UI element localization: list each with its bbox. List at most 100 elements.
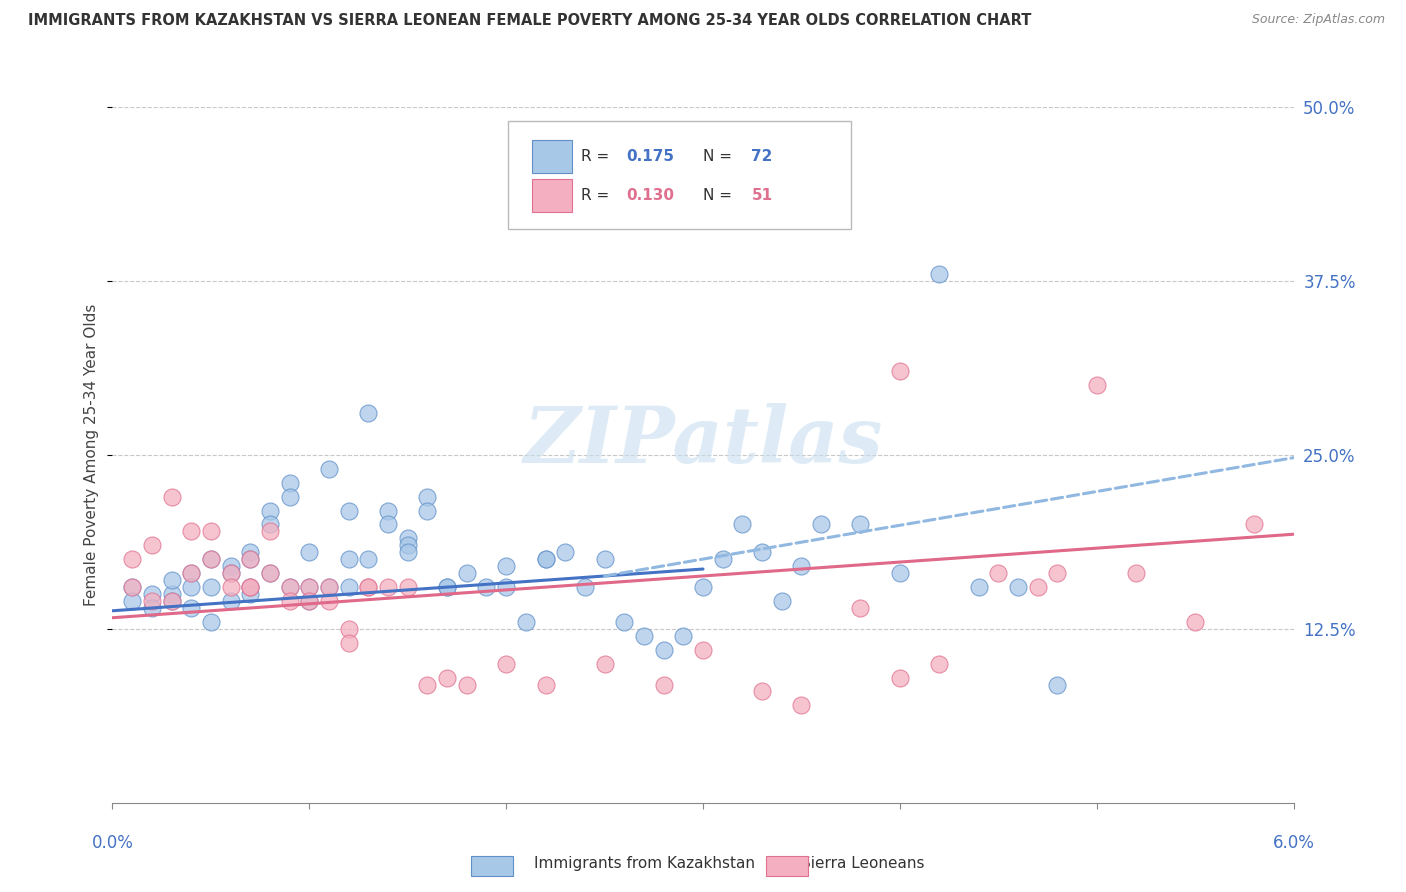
Point — [1026, 580, 1049, 594]
Point — [652, 642, 675, 657]
Point — [298, 580, 321, 594]
Point — [239, 580, 262, 594]
Point — [810, 517, 832, 532]
Point — [1243, 517, 1265, 532]
Point — [259, 517, 281, 532]
Point — [613, 197, 636, 211]
Point — [160, 594, 183, 608]
Point — [889, 671, 911, 685]
Text: Sierra Leoneans: Sierra Leoneans — [801, 856, 925, 871]
Point — [121, 552, 143, 566]
Point — [534, 552, 557, 566]
Point — [357, 580, 380, 594]
Point — [298, 580, 321, 594]
Point — [219, 594, 242, 608]
Point — [278, 475, 301, 490]
Point — [416, 677, 439, 691]
Point — [396, 580, 419, 594]
Point — [278, 490, 301, 504]
Y-axis label: Female Poverty Among 25-34 Year Olds: Female Poverty Among 25-34 Year Olds — [84, 304, 100, 606]
Text: Immigrants from Kazakhstan: Immigrants from Kazakhstan — [534, 856, 755, 871]
Point — [633, 629, 655, 643]
Point — [928, 267, 950, 281]
FancyBboxPatch shape — [531, 178, 572, 212]
Point — [259, 503, 281, 517]
Point — [259, 566, 281, 581]
Point — [200, 524, 222, 539]
Point — [436, 671, 458, 685]
Point — [141, 601, 163, 615]
Point — [121, 594, 143, 608]
Point — [180, 580, 202, 594]
Point — [377, 580, 399, 594]
FancyBboxPatch shape — [508, 121, 851, 229]
Point — [1046, 566, 1069, 581]
Point — [475, 580, 498, 594]
Point — [219, 559, 242, 574]
Point — [711, 552, 734, 566]
Point — [1184, 615, 1206, 629]
Point — [613, 615, 636, 629]
Point — [219, 580, 242, 594]
Point — [534, 677, 557, 691]
Point — [337, 636, 360, 650]
Point — [180, 566, 202, 581]
Point — [495, 580, 517, 594]
Point — [1125, 566, 1147, 581]
Point — [652, 677, 675, 691]
Point — [889, 566, 911, 581]
Point — [239, 580, 262, 594]
Point — [160, 490, 183, 504]
Point — [436, 580, 458, 594]
Point — [298, 545, 321, 559]
Point — [121, 580, 143, 594]
Point — [141, 594, 163, 608]
Point — [239, 587, 262, 601]
Point — [318, 580, 340, 594]
Point — [456, 566, 478, 581]
Point — [770, 594, 793, 608]
Text: 72: 72 — [751, 149, 773, 164]
Text: 0.130: 0.130 — [626, 188, 675, 202]
Point — [219, 566, 242, 581]
Point — [731, 517, 754, 532]
Point — [495, 657, 517, 671]
Point — [751, 545, 773, 559]
Point — [298, 594, 321, 608]
FancyBboxPatch shape — [531, 140, 572, 173]
Point — [554, 545, 576, 559]
Text: 51: 51 — [751, 188, 772, 202]
Text: R =: R = — [581, 188, 614, 202]
Point — [987, 566, 1010, 581]
Point — [692, 642, 714, 657]
Point — [239, 552, 262, 566]
Point — [259, 566, 281, 581]
Text: N =: N = — [703, 188, 737, 202]
Point — [790, 559, 813, 574]
Point — [141, 587, 163, 601]
Point — [928, 657, 950, 671]
Point — [456, 677, 478, 691]
Point — [318, 462, 340, 476]
Point — [160, 573, 183, 587]
Point — [396, 532, 419, 546]
Point — [200, 615, 222, 629]
Point — [200, 552, 222, 566]
Point — [377, 503, 399, 517]
Point — [967, 580, 990, 594]
Point — [377, 517, 399, 532]
Point — [436, 580, 458, 594]
Point — [180, 566, 202, 581]
Point — [515, 615, 537, 629]
Text: ZIPatlas: ZIPatlas — [523, 403, 883, 479]
Point — [219, 566, 242, 581]
Point — [396, 538, 419, 552]
Text: 0.175: 0.175 — [626, 149, 675, 164]
Point — [495, 559, 517, 574]
Point — [593, 657, 616, 671]
Point — [121, 580, 143, 594]
Point — [160, 587, 183, 601]
Point — [889, 364, 911, 378]
Point — [337, 622, 360, 636]
Point — [790, 698, 813, 713]
